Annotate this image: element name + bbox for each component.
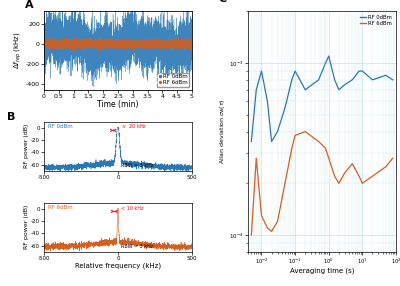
Text: RBW = 3 kHz: RBW = 3 kHz bbox=[121, 244, 154, 249]
X-axis label: Averaging time (s): Averaging time (s) bbox=[290, 267, 354, 274]
Legend: RF 0dBm, RF 6dBm: RF 0dBm, RF 6dBm bbox=[359, 14, 393, 27]
Y-axis label: RF power (dB): RF power (dB) bbox=[24, 205, 30, 249]
Text: $\approx$ 20 kHz: $\approx$ 20 kHz bbox=[121, 122, 147, 130]
Text: RBW = 3 kHz: RBW = 3 kHz bbox=[121, 163, 154, 168]
X-axis label: Time (min): Time (min) bbox=[97, 100, 139, 109]
Legend: RF 0dBm, RF 6dBm: RF 0dBm, RF 6dBm bbox=[157, 73, 189, 87]
Text: C: C bbox=[218, 0, 227, 4]
Y-axis label: RF power (dB): RF power (dB) bbox=[24, 124, 30, 168]
Text: B: B bbox=[7, 112, 16, 122]
Text: RF 6dBm: RF 6dBm bbox=[48, 205, 73, 210]
Y-axis label: Allan deviation $\sigma_A(\tau)$: Allan deviation $\sigma_A(\tau)$ bbox=[218, 99, 227, 164]
Text: RF 0dBm: RF 0dBm bbox=[48, 124, 73, 129]
Y-axis label: $\Delta f_{rep}$ (kHz): $\Delta f_{rep}$ (kHz) bbox=[13, 32, 24, 69]
X-axis label: Relative frequency (kHz): Relative frequency (kHz) bbox=[75, 262, 161, 269]
Text: A: A bbox=[25, 0, 33, 10]
Text: < 10 kHz: < 10 kHz bbox=[121, 206, 144, 211]
